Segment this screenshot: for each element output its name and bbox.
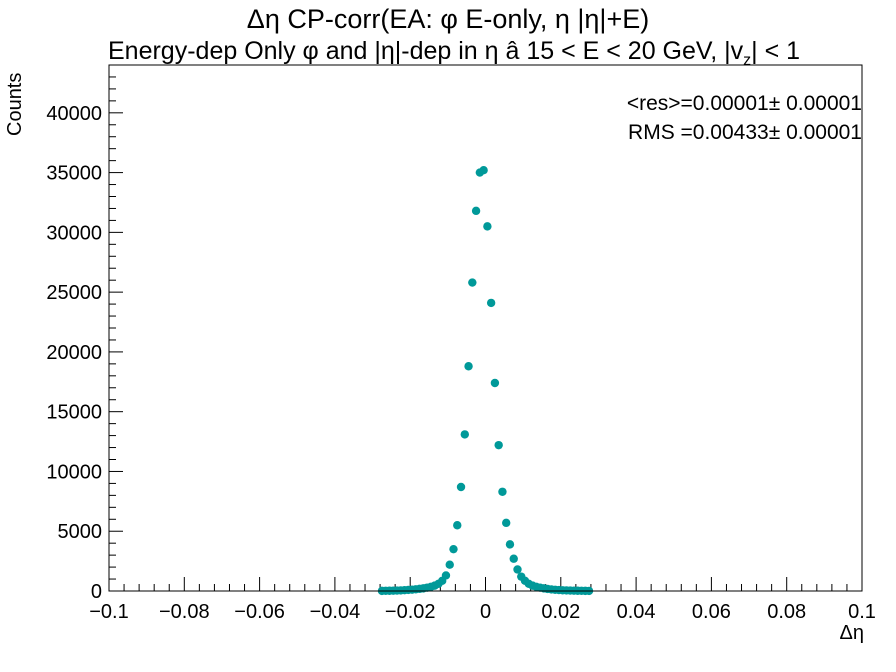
x-tick-label: 0.08 — [767, 601, 806, 623]
data-point — [483, 222, 492, 231]
chart-subtitle: Energy-dep Only φ and |η|-dep in η â 15 … — [108, 37, 800, 70]
y-tick-label: 40000 — [46, 103, 102, 125]
x-tick-label: −0.06 — [234, 601, 285, 623]
data-point — [471, 206, 481, 216]
x-tick-label: 0 — [480, 601, 491, 623]
data-point — [453, 521, 462, 530]
subtitle-tail: | < 1 — [751, 37, 801, 65]
y-tick-label: 35000 — [46, 163, 102, 185]
x-tick-label: −0.04 — [310, 601, 361, 623]
data-point — [445, 560, 454, 569]
data-point — [502, 518, 511, 528]
stat-rms-error: ± 0.00001 — [768, 121, 862, 144]
stat-mean-error: ± 0.00001 — [768, 92, 862, 115]
data-point — [494, 440, 503, 450]
x-tick-label: −0.02 — [385, 601, 436, 623]
y-axis-label: Counts — [4, 72, 26, 136]
subtitle-subscript: z — [743, 52, 752, 69]
data-point — [498, 487, 507, 496]
y-tick-label: 20000 — [46, 342, 102, 364]
data-point — [486, 298, 496, 308]
stat-mean: <res>=0.00001± 0.00001 — [627, 92, 862, 116]
stat-rms-value: RMS =0.00433 — [628, 121, 769, 144]
data-point — [449, 544, 458, 554]
plot-frame — [108, 64, 863, 592]
x-tick-label: −0.1 — [89, 601, 128, 623]
x-tick-label: −0.08 — [159, 601, 210, 623]
y-tick-label: 5000 — [58, 521, 103, 543]
y-tick-label: 30000 — [46, 222, 102, 244]
data-point — [464, 362, 473, 371]
y-tick-label: 10000 — [46, 461, 102, 483]
data-point — [456, 482, 466, 492]
data-point — [513, 565, 522, 574]
data-point — [441, 571, 451, 580]
data-point — [490, 378, 500, 388]
y-tick-label: 25000 — [46, 282, 102, 304]
x-tick-label: 0.04 — [617, 601, 656, 623]
data-point — [505, 540, 515, 549]
data-point — [468, 278, 477, 287]
data-point — [509, 554, 518, 563]
stat-mean-value: <res>=0.00001 — [626, 92, 769, 115]
x-axis-label: Δη — [839, 622, 864, 644]
data-points — [377, 166, 594, 596]
data-point — [460, 430, 469, 439]
y-tick-label: 0 — [91, 581, 102, 603]
subtitle-text: Energy-dep Only φ and |η|-dep in η â 15 … — [108, 37, 744, 65]
y-tick-label: 15000 — [46, 402, 102, 424]
chart-title: Δη CP-corr(EA: φ E-only, η |η|+E) — [246, 4, 650, 34]
tick-labels: −0.1 −0.08 −0.06 −0.04 −0.02 0 0.02 0.04 0.06 0.0… — [46, 103, 876, 623]
stat-rms: RMS =0.00433± 0.00001 — [628, 121, 862, 145]
x-tick-label: 0.1 — [848, 601, 876, 623]
x-tick-label: 0.06 — [692, 601, 731, 623]
data-point — [479, 166, 488, 175]
x-tick-label: 0.02 — [541, 601, 580, 623]
